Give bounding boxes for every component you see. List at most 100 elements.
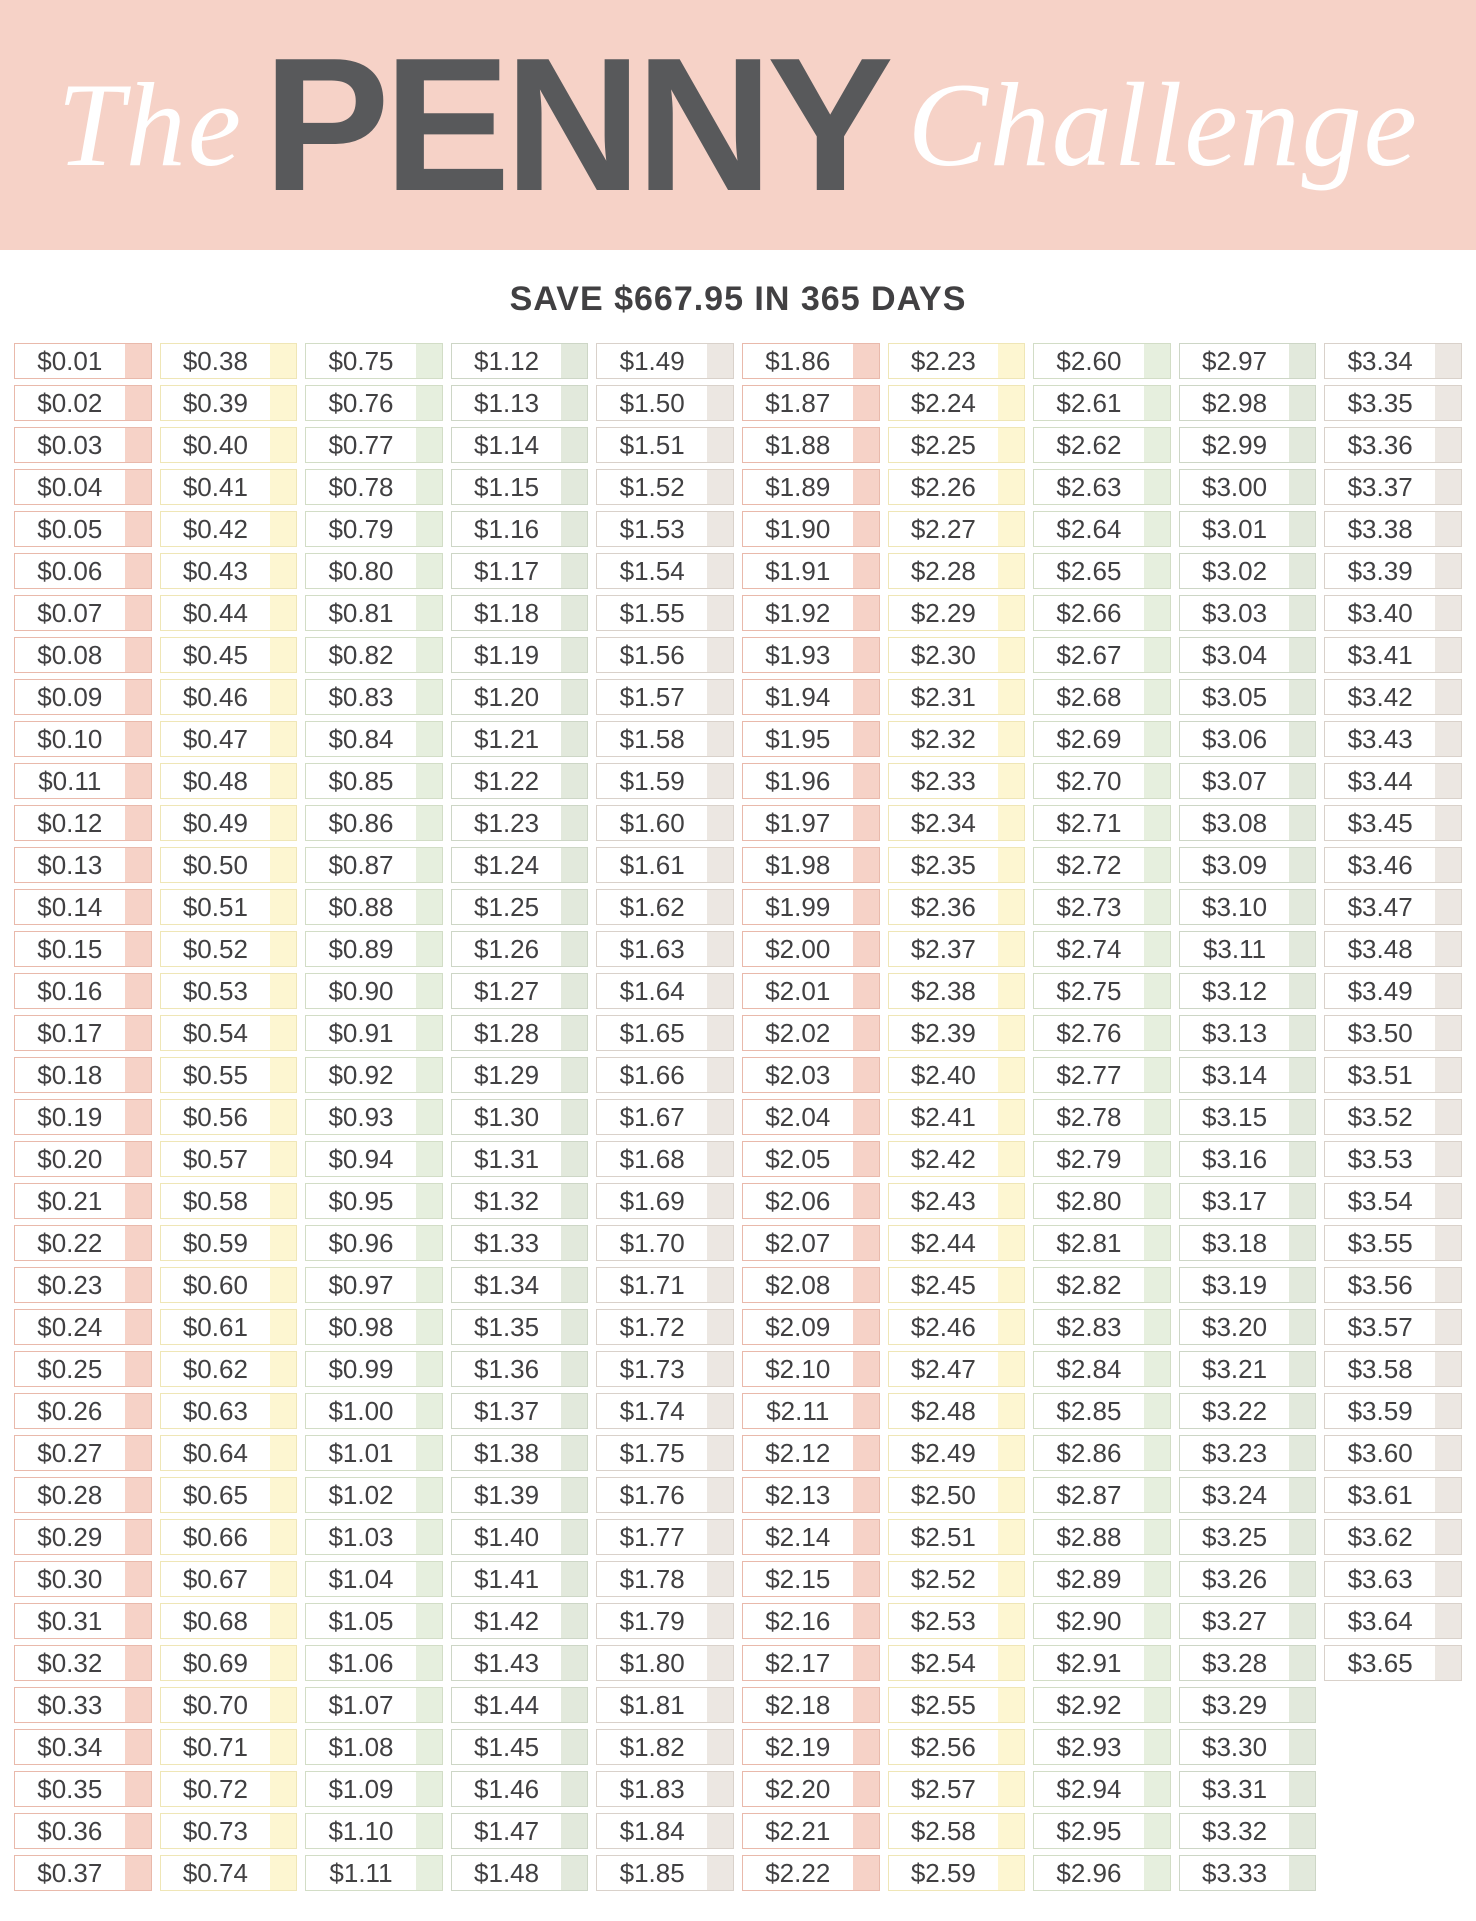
checkbox-swatch[interactable] [1144,1562,1170,1596]
checkbox-swatch[interactable] [561,680,587,714]
amount-cell[interactable]: $2.84 [1033,1351,1171,1387]
amount-cell[interactable]: $1.48 [451,1855,589,1891]
checkbox-swatch[interactable] [416,806,442,840]
checkbox-swatch[interactable] [125,848,151,882]
checkbox-swatch[interactable] [853,1814,879,1848]
amount-cell[interactable]: $2.12 [742,1435,880,1471]
checkbox-swatch[interactable] [561,1058,587,1092]
amount-cell[interactable]: $3.14 [1179,1057,1317,1093]
checkbox-swatch[interactable] [998,1520,1024,1554]
checkbox-swatch[interactable] [1144,1184,1170,1218]
checkbox-swatch[interactable] [1144,932,1170,966]
amount-cell[interactable]: $2.26 [888,469,1026,505]
checkbox-swatch[interactable] [853,1604,879,1638]
checkbox-swatch[interactable] [707,1856,733,1890]
amount-cell[interactable]: $3.34 [1324,343,1462,379]
amount-cell[interactable]: $0.98 [305,1309,443,1345]
checkbox-swatch[interactable] [125,344,151,378]
checkbox-swatch[interactable] [1435,1100,1461,1134]
amount-cell[interactable]: $3.15 [1179,1099,1317,1135]
amount-cell[interactable]: $0.45 [160,637,298,673]
checkbox-swatch[interactable] [1435,470,1461,504]
checkbox-swatch[interactable] [1144,890,1170,924]
amount-cell[interactable]: $2.78 [1033,1099,1171,1135]
amount-cell[interactable]: $0.49 [160,805,298,841]
amount-cell[interactable]: $0.97 [305,1267,443,1303]
checkbox-swatch[interactable] [1144,1478,1170,1512]
checkbox-swatch[interactable] [1289,680,1315,714]
checkbox-swatch[interactable] [270,1772,296,1806]
checkbox-swatch[interactable] [561,806,587,840]
checkbox-swatch[interactable] [416,1688,442,1722]
amount-cell[interactable]: $0.57 [160,1141,298,1177]
checkbox-swatch[interactable] [125,1646,151,1680]
checkbox-swatch[interactable] [707,428,733,462]
checkbox-swatch[interactable] [853,1688,879,1722]
amount-cell[interactable]: $3.07 [1179,763,1317,799]
checkbox-swatch[interactable] [707,1184,733,1218]
checkbox-swatch[interactable] [270,1436,296,1470]
checkbox-swatch[interactable] [416,1478,442,1512]
checkbox-swatch[interactable] [416,680,442,714]
checkbox-swatch[interactable] [416,1604,442,1638]
checkbox-swatch[interactable] [1144,974,1170,1008]
amount-cell[interactable]: $1.94 [742,679,880,715]
checkbox-swatch[interactable] [1144,470,1170,504]
checkbox-swatch[interactable] [1435,722,1461,756]
checkbox-swatch[interactable] [416,932,442,966]
checkbox-swatch[interactable] [1435,1142,1461,1176]
amount-cell[interactable]: $0.44 [160,595,298,631]
checkbox-swatch[interactable] [416,512,442,546]
amount-cell[interactable]: $1.25 [451,889,589,925]
amount-cell[interactable]: $1.12 [451,343,589,379]
checkbox-swatch[interactable] [707,890,733,924]
checkbox-swatch[interactable] [1435,1184,1461,1218]
amount-cell[interactable]: $3.25 [1179,1519,1317,1555]
checkbox-swatch[interactable] [416,1016,442,1050]
checkbox-swatch[interactable] [125,1604,151,1638]
checkbox-swatch[interactable] [561,1142,587,1176]
checkbox-swatch[interactable] [1144,1814,1170,1848]
amount-cell[interactable]: $0.47 [160,721,298,757]
amount-cell[interactable]: $0.37 [14,1855,152,1891]
checkbox-swatch[interactable] [853,344,879,378]
checkbox-swatch[interactable] [1144,1604,1170,1638]
amount-cell[interactable]: $1.21 [451,721,589,757]
amount-cell[interactable]: $1.96 [742,763,880,799]
checkbox-swatch[interactable] [707,1268,733,1302]
checkbox-swatch[interactable] [1144,1226,1170,1260]
amount-cell[interactable]: $2.49 [888,1435,1026,1471]
amount-cell[interactable]: $3.29 [1179,1687,1317,1723]
amount-cell[interactable]: $1.61 [596,847,734,883]
amount-cell[interactable]: $3.53 [1324,1141,1462,1177]
checkbox-swatch[interactable] [125,1016,151,1050]
checkbox-swatch[interactable] [853,512,879,546]
amount-cell[interactable]: $1.06 [305,1645,443,1681]
checkbox-swatch[interactable] [270,428,296,462]
checkbox-swatch[interactable] [416,428,442,462]
checkbox-swatch[interactable] [561,1310,587,1344]
amount-cell[interactable]: $3.11 [1179,931,1317,967]
amount-cell[interactable]: $3.24 [1179,1477,1317,1513]
checkbox-swatch[interactable] [416,1352,442,1386]
checkbox-swatch[interactable] [1435,596,1461,630]
amount-cell[interactable]: $1.81 [596,1687,734,1723]
amount-cell[interactable]: $0.83 [305,679,443,715]
checkbox-swatch[interactable] [270,932,296,966]
amount-cell[interactable]: $0.16 [14,973,152,1009]
checkbox-swatch[interactable] [1435,1562,1461,1596]
amount-cell[interactable]: $1.55 [596,595,734,631]
amount-cell[interactable]: $0.38 [160,343,298,379]
amount-cell[interactable]: $2.64 [1033,511,1171,547]
checkbox-swatch[interactable] [125,932,151,966]
amount-cell[interactable]: $0.60 [160,1267,298,1303]
amount-cell[interactable]: $0.64 [160,1435,298,1471]
checkbox-swatch[interactable] [561,344,587,378]
amount-cell[interactable]: $2.68 [1033,679,1171,715]
checkbox-swatch[interactable] [707,1730,733,1764]
amount-cell[interactable]: $2.44 [888,1225,1026,1261]
checkbox-swatch[interactable] [1435,1058,1461,1092]
checkbox-swatch[interactable] [125,680,151,714]
checkbox-swatch[interactable] [416,764,442,798]
checkbox-swatch[interactable] [853,1268,879,1302]
